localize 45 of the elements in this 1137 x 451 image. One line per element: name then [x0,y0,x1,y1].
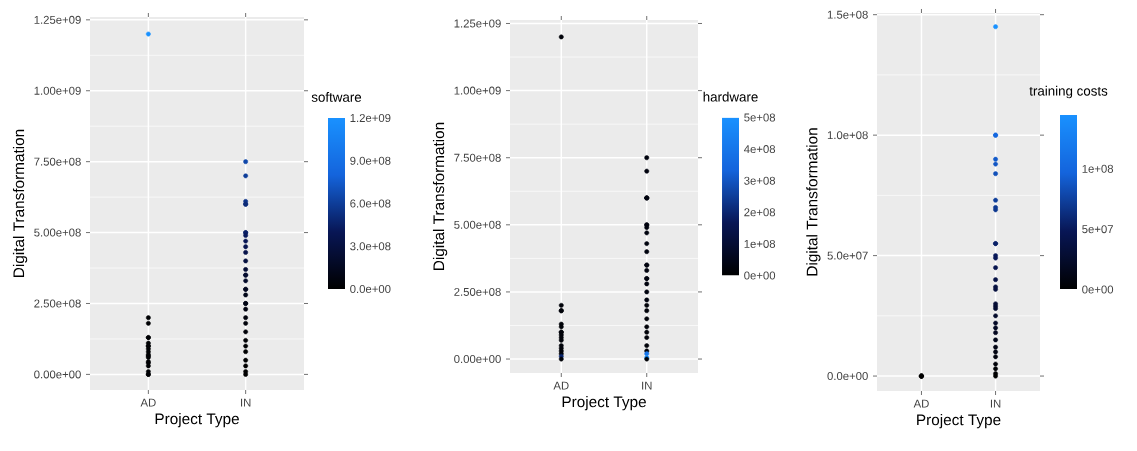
y-axis-title: Digital Transformation [806,128,821,276]
color-bar-label: 1e+08 [744,239,776,248]
color-bar-title: software [311,92,362,102]
y-tick-label: 5.00e+08 [34,228,81,237]
color-bar-label: 2e+08 [744,208,776,217]
x-axis-title: Project Type [917,414,1001,429]
color-bar-label: 9.0e+08 [350,156,391,165]
y-tick-label: 7.50e+08 [34,157,81,166]
color-bar-label: 3.0e+08 [350,242,391,251]
x-tick-label: AD [140,398,156,407]
x-axis-title: Project Type [155,413,239,428]
y-tick-label: 2.50e+08 [34,299,81,308]
y-tick-label: 1.00e+09 [454,86,501,95]
y-tick-label: 0.0e+00 [827,372,868,381]
y-tick-label: 0.00e+00 [34,370,81,379]
color-bar-label: 1e+08 [1082,164,1114,173]
color-bar-label: 4e+08 [743,145,776,154]
y-tick-label: 1.0e+08 [827,131,868,140]
x-tick-label: AD [553,381,569,390]
color-bar-title: hardware [703,91,758,102]
y-tick-label: 2.50e+08 [454,287,501,296]
x-axis-title: Project Type [562,396,646,411]
y-tick-label: 1.25e+09 [34,15,81,24]
y-tick-label: 1.00e+09 [34,86,81,95]
color-bar-label: 1.2e+09 [350,114,391,123]
x-tick-label: IN [642,381,652,390]
y-tick-label: 5.00e+08 [454,220,501,229]
color-bar-label: 0e+00 [1082,285,1114,294]
y-axis-title: Digital Transformation [12,129,28,277]
y-tick-label: 7.50e+08 [454,153,501,162]
color-bar-label: 6.0e+08 [350,199,391,208]
y-tick-label: 5.0e+07 [827,251,868,260]
color-bar-label: 5e+08 [744,113,776,122]
y-tick-label: 1.25e+09 [454,19,501,28]
color-bar-title: training costs [1029,85,1108,99]
x-tick-label: IN [990,399,1001,408]
color-bar-label: 0e+00 [744,271,776,280]
color-bar-label: 0.0e+00 [350,285,391,294]
color-bar-label: 3e+08 [744,176,776,185]
y-axis-title: Digital Transformation [432,122,448,270]
color-bar-label: 5e+07 [1082,225,1113,234]
x-tick-label: AD [913,399,929,408]
x-tick-label: IN [241,398,251,407]
y-tick-label: 1.5e+08 [827,10,868,19]
y-tick-label: 0.00e+00 [454,355,501,364]
